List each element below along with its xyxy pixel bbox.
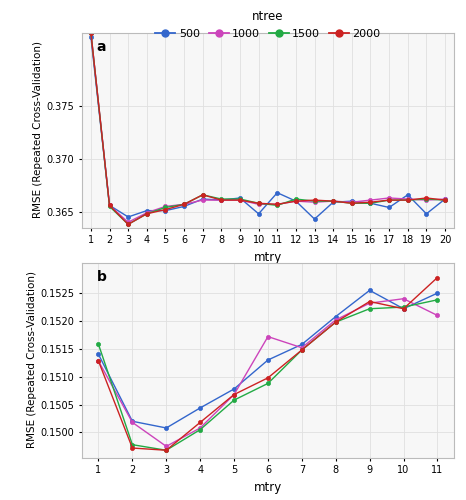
Legend: 500, 1000, 1500, 2000: 500, 1000, 1500, 2000: [151, 6, 385, 43]
Y-axis label: RMSE (Repeated Cross-Validation): RMSE (Repeated Cross-Validation): [27, 272, 37, 448]
X-axis label: mtry: mtry: [254, 250, 282, 264]
X-axis label: mtry: mtry: [254, 480, 282, 494]
Text: b: b: [96, 270, 106, 284]
Y-axis label: RMSE (Repeated Cross-Validation): RMSE (Repeated Cross-Validation): [34, 42, 43, 218]
Text: a: a: [96, 40, 106, 54]
